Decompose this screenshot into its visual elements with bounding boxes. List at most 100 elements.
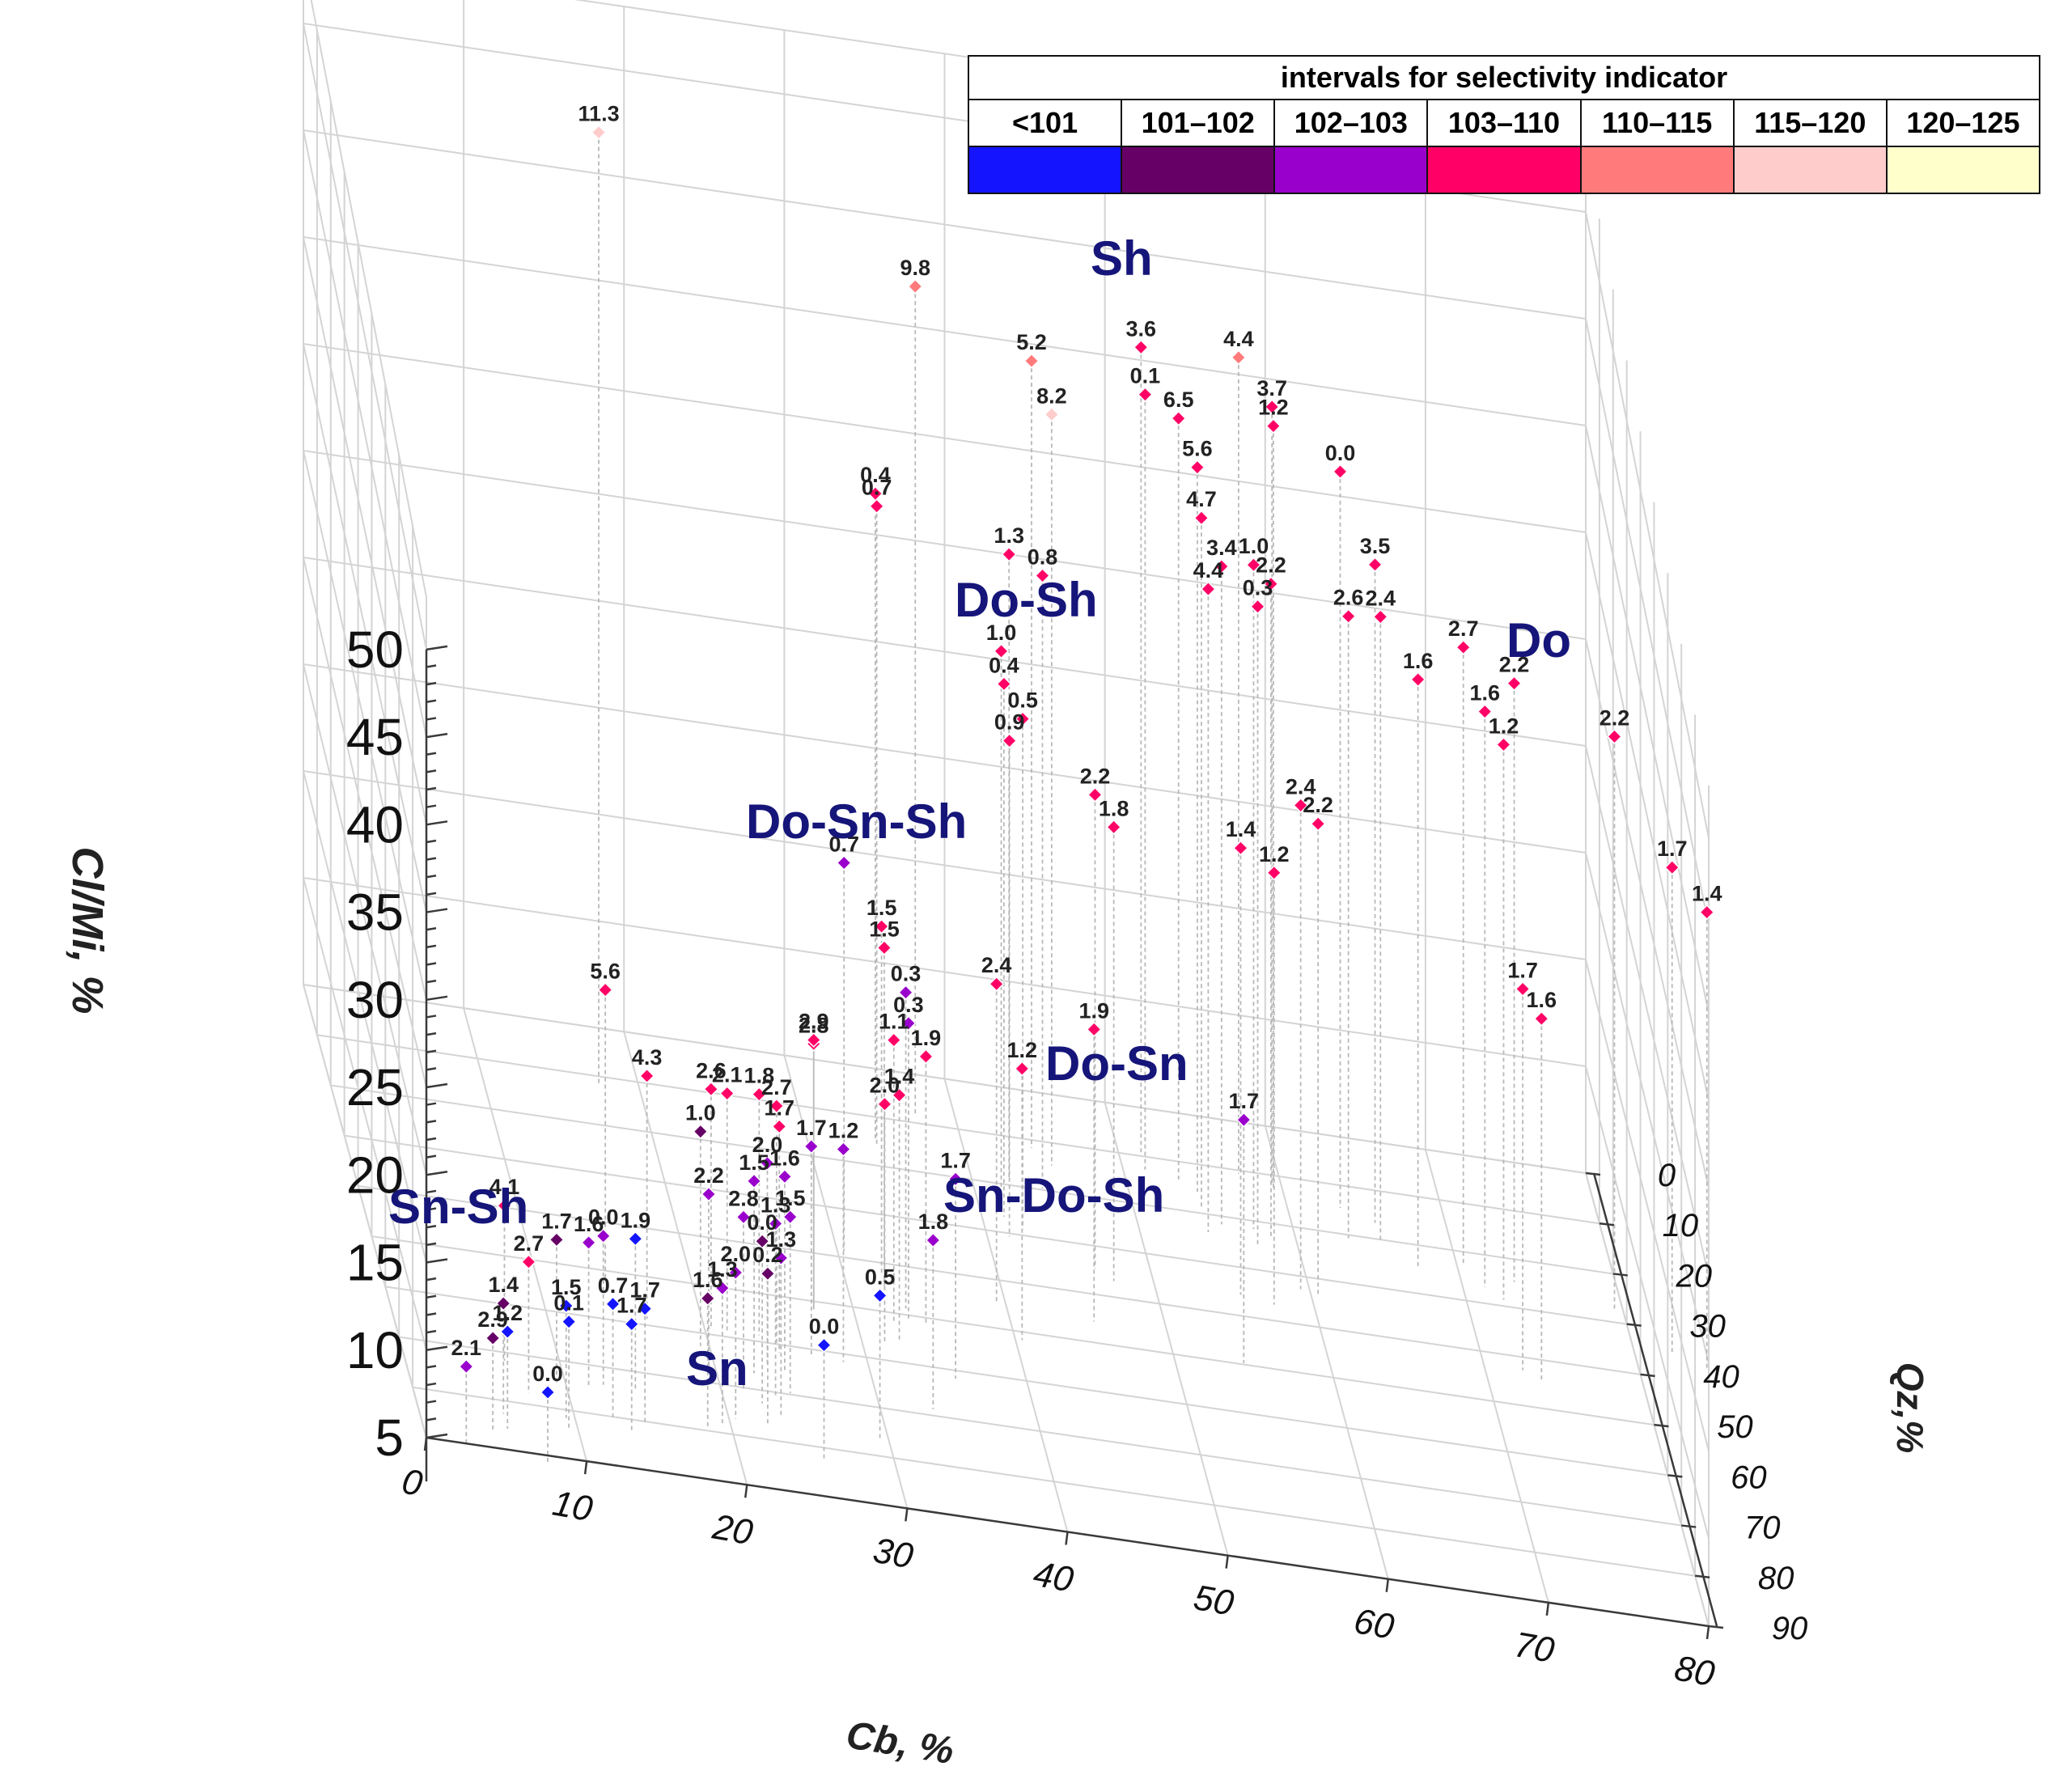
- data-point: [1171, 410, 1187, 426]
- z-tick-label: 50: [346, 621, 404, 679]
- data-point: [900, 1015, 917, 1032]
- y-tick-label: 20: [1676, 1258, 1713, 1294]
- z-tick-label: 10: [346, 1321, 404, 1379]
- data-point-label: 2.2: [1499, 653, 1530, 677]
- left-wall-gridline-h: [303, 770, 427, 1263]
- z-axis-tick: [426, 1171, 448, 1176]
- data-point: [1515, 981, 1531, 997]
- data-point-label: 5.6: [1182, 437, 1213, 461]
- data-point: [1235, 1112, 1252, 1128]
- y-tick-label: 70: [1744, 1510, 1781, 1546]
- data-point-label: 1.3: [994, 523, 1024, 548]
- data-point-label: 1.4: [884, 1065, 915, 1089]
- data-point-label: 1.0: [685, 1101, 716, 1125]
- x-tick-label: 50: [1191, 1578, 1237, 1624]
- data-point-label: 0.0: [1325, 441, 1356, 465]
- z-axis-minor-tick: [426, 1120, 437, 1124]
- floor-gridline-qz: [330, 1084, 1613, 1275]
- z-axis-minor-tick: [426, 962, 437, 966]
- back-wall-gridline-h: [303, 236, 1587, 426]
- data-point: [485, 1330, 501, 1346]
- data-point-label: 0.0: [747, 1210, 778, 1235]
- floor-gridline-cb: [1104, 1102, 1229, 1556]
- back-wall-gridline-h: [303, 877, 1587, 1067]
- data-point-label: 1.7: [541, 1209, 572, 1233]
- data-point-label: 2.4: [981, 953, 1012, 977]
- data-point: [771, 1118, 787, 1134]
- data-point: [1664, 859, 1680, 875]
- z-axis-minor-tick: [426, 664, 437, 668]
- data-point-label: 1.5: [869, 917, 900, 941]
- z-axis-minor-tick: [426, 1032, 437, 1036]
- x-axis-tick: [1225, 1555, 1229, 1569]
- data-point: [1001, 546, 1017, 562]
- data-point: [499, 1324, 515, 1340]
- data-point-label: 1.7: [764, 1095, 794, 1120]
- data-point-label: 0.0: [588, 1205, 619, 1230]
- data-point: [719, 1085, 735, 1102]
- data-point-label: 2.7: [1448, 616, 1479, 641]
- data-point-label: 1.6: [769, 1146, 800, 1170]
- legend-label: 101–102: [1122, 100, 1276, 146]
- data-point-label: 2.0: [870, 1074, 900, 1098]
- legend-swatch: [1581, 147, 1735, 193]
- data-point-label: 2.8: [728, 1186, 759, 1210]
- data-point-label: 0.3: [891, 962, 922, 986]
- data-point-label: 0.8: [1028, 545, 1058, 570]
- data-point: [693, 1124, 709, 1140]
- side-wall-gridline-h: [1585, 1065, 1710, 1540]
- z-axis-minor-tick: [426, 699, 437, 704]
- x-axis-tick: [1545, 1602, 1550, 1616]
- data-point-label: 1.8: [744, 1064, 775, 1088]
- z-axis-tick: [426, 1082, 448, 1089]
- region-label-sn-sh: Sn-Sh: [388, 1180, 528, 1234]
- z-axis-minor-tick: [426, 1312, 437, 1316]
- y-tick-label: 60: [1731, 1459, 1767, 1495]
- data-point-label: 8.2: [1036, 383, 1067, 408]
- left-wall-gridline-h: [303, 663, 427, 1176]
- data-point-label: 9.8: [900, 256, 930, 280]
- data-point-label: 1.4: [1226, 817, 1256, 841]
- side-wall-gridline-h: [1585, 318, 1710, 926]
- grid-layer: [303, 0, 1710, 1627]
- data-point: [917, 1049, 934, 1065]
- x-tick-label: 0: [399, 1461, 426, 1504]
- data-point: [996, 676, 1012, 692]
- data-point: [714, 1280, 731, 1296]
- data-point: [540, 1384, 556, 1400]
- back-wall-gridline-h: [303, 770, 1587, 960]
- y-tick-label: 10: [1663, 1208, 1699, 1243]
- data-point: [458, 1358, 474, 1375]
- data-point: [892, 1087, 908, 1104]
- data-point-label: 1.0: [986, 621, 1017, 645]
- data-point: [925, 1232, 941, 1248]
- data-point-label: 1.0: [1239, 534, 1269, 558]
- z-axis-tick: [426, 732, 448, 739]
- z-axis-minor-tick: [426, 857, 437, 861]
- floor-gridline-qz: [358, 1184, 1641, 1375]
- data-point: [549, 1231, 565, 1248]
- data-point-label: 0.4: [860, 463, 891, 487]
- data-point-label: 2.7: [761, 1075, 792, 1099]
- data-point: [993, 643, 1010, 659]
- data-point: [558, 1298, 574, 1314]
- data-point: [1477, 703, 1493, 720]
- data-point-label: 1.2: [493, 1301, 523, 1325]
- side-wall-gridline-h: [1585, 425, 1710, 1014]
- x-axis-tick: [1705, 1625, 1710, 1640]
- x-tick-label: 20: [709, 1506, 756, 1553]
- legend-swatch: [1734, 147, 1888, 193]
- data-point-label: 1.6: [1470, 681, 1501, 705]
- data-point: [701, 1186, 717, 1202]
- data-point-label: 0.0: [809, 1315, 840, 1339]
- data-point-label: 1.3: [761, 1193, 791, 1217]
- left-wall-gridline-h: [303, 450, 427, 1001]
- data-point-label: 0.1: [553, 1291, 584, 1315]
- data-point: [604, 1296, 621, 1312]
- z-tick-label: 45: [346, 708, 404, 766]
- legend-labels: <101 101–102 102–103 103–110 110–115 115…: [969, 100, 2039, 147]
- data-point: [1264, 399, 1280, 415]
- data-point-label: 5.6: [590, 960, 621, 984]
- data-point: [595, 1228, 612, 1244]
- y-tick-label: 90: [1772, 1611, 1808, 1646]
